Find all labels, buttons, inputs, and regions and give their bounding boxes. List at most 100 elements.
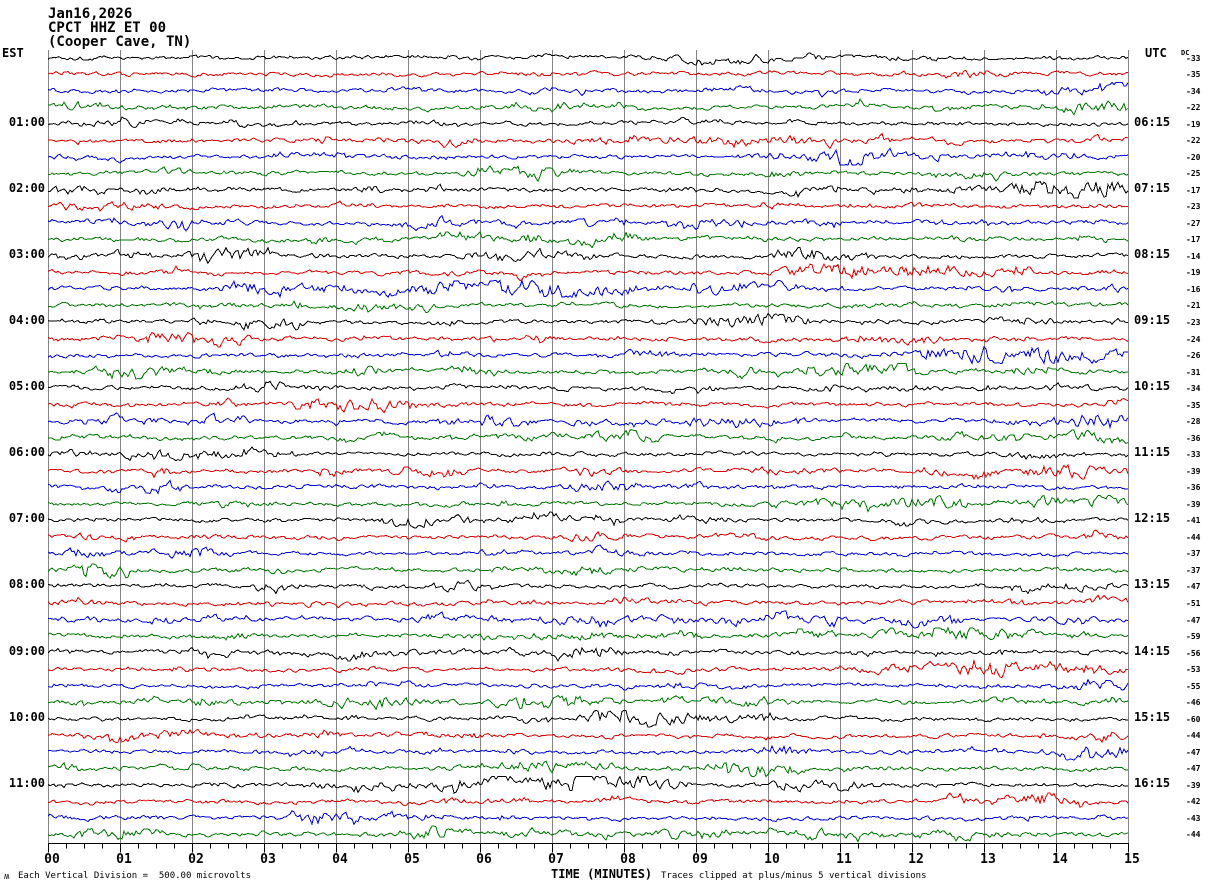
seismic-trace [48,494,1129,513]
dc-value: -17 [1186,186,1201,195]
dc-value: -19 [1186,268,1201,277]
header-location: (Cooper Cave, TN) [48,34,192,50]
dc-value: -16 [1186,285,1201,294]
dc-value: -26 [1186,351,1201,360]
seismic-trace [48,263,1129,282]
utc-hour-label: 12:15 [1134,511,1171,525]
seismic-trace [48,479,1129,495]
dc-column-header: DC [1181,49,1190,57]
dc-value: -56 [1186,649,1201,658]
x-tick-label: 10 [764,852,780,867]
x-tick-label: 09 [692,852,708,867]
seismic-trace [48,81,1129,98]
seismic-trace [48,132,1129,150]
seismic-trace [48,200,1129,212]
est-hour-label: 09:00 [8,644,45,658]
time-axis [48,843,1129,853]
seismic-trace [48,658,1129,678]
utc-hour-label: 11:15 [1134,445,1171,459]
dc-value: -36 [1186,483,1201,492]
clip-note: Traces clipped at plus/minus 5 vertical … [661,871,927,881]
dc-value: -36 [1186,434,1201,443]
seismic-trace [48,744,1129,761]
seismic-trace [48,610,1129,629]
seismic-trace [48,728,1129,744]
dc-value: -37 [1186,566,1201,575]
dc-value: -59 [1186,632,1201,641]
utc-hour-label: 16:15 [1134,776,1171,790]
seismic-trace [48,362,1129,381]
x-tick-label: 04 [332,852,348,867]
est-hour-label: 11:00 [8,776,45,790]
dc-value: -55 [1186,682,1201,691]
x-tick-label: 06 [476,852,492,867]
x-tick-label: 08 [620,852,636,867]
dc-value: -33 [1186,54,1201,63]
seismic-trace [48,278,1129,299]
dc-value: -47 [1186,764,1201,773]
vertical-scale-note: Each Vertical Division = 500.00 microvol… [18,871,251,881]
dc-value: -44 [1186,830,1201,839]
seismic-trace [48,312,1129,331]
seismic-trace [48,98,1129,116]
dc-value: -44 [1186,731,1201,740]
dc-value: -21 [1186,301,1201,310]
wave-logo-icon: ʍ [4,872,10,882]
est-hour-label: 08:00 [8,577,45,591]
dc-value: -35 [1186,401,1201,410]
dc-value: -25 [1186,169,1201,178]
dc-value: -47 [1186,582,1201,591]
seismic-trace [48,70,1129,79]
x-axis-title: TIME (MINUTES) [551,867,653,881]
seismic-trace [48,760,1129,778]
seismic-trace [48,626,1129,642]
x-tick-label: 12 [908,852,924,867]
dc-value: -43 [1186,814,1201,823]
seismic-trace [48,52,1129,66]
x-tick-label: 05 [404,852,420,867]
dc-value: -39 [1186,500,1201,509]
x-tick-label: 03 [260,852,276,867]
est-hour-label: 04:00 [8,313,45,327]
utc-axis-header: UTC [1145,46,1167,60]
x-tick-label: 14 [1052,852,1068,867]
dc-value: -22 [1186,136,1201,145]
seismic-trace [48,529,1129,543]
seismic-trace [48,464,1129,481]
dc-value: -46 [1186,698,1201,707]
dc-value: -28 [1186,417,1201,426]
dc-value: -17 [1186,235,1201,244]
utc-hour-label: 15:15 [1134,710,1171,724]
x-tick-label: 01 [116,852,132,867]
est-hour-label: 10:00 [8,710,45,724]
seismic-trace [48,214,1129,232]
seismic-trace [48,300,1129,314]
seismic-trace [48,246,1129,265]
dc-value: -19 [1186,120,1201,129]
seismic-trace [48,694,1129,711]
utc-hour-label: 13:15 [1134,577,1171,591]
x-tick-label: 02 [188,852,204,867]
utc-hour-label: 09:15 [1134,313,1171,327]
seismic-trace [48,429,1129,445]
dc-value: -37 [1186,549,1201,558]
seismic-trace [48,809,1129,826]
dc-value: -41 [1186,516,1201,525]
header-date: Jan16,2026 [48,6,133,22]
utc-hour-label: 07:15 [1134,181,1171,195]
dc-value: -39 [1186,781,1201,790]
seismic-trace [48,231,1129,249]
x-tick-label: 11 [836,852,852,867]
utc-hour-label: 08:15 [1134,247,1171,261]
seismic-trace [48,397,1129,414]
dc-value: -23 [1186,202,1201,211]
dc-value: -39 [1186,467,1201,476]
est-axis-header: EST [2,46,24,60]
dc-value: -22 [1186,103,1201,112]
utc-hour-label: 14:15 [1134,644,1171,658]
utc-hour-label: 10:15 [1134,379,1171,393]
dc-value: -60 [1186,715,1201,724]
dc-value: -47 [1186,616,1201,625]
est-hour-label: 07:00 [8,511,45,525]
seismic-trace [48,331,1129,348]
